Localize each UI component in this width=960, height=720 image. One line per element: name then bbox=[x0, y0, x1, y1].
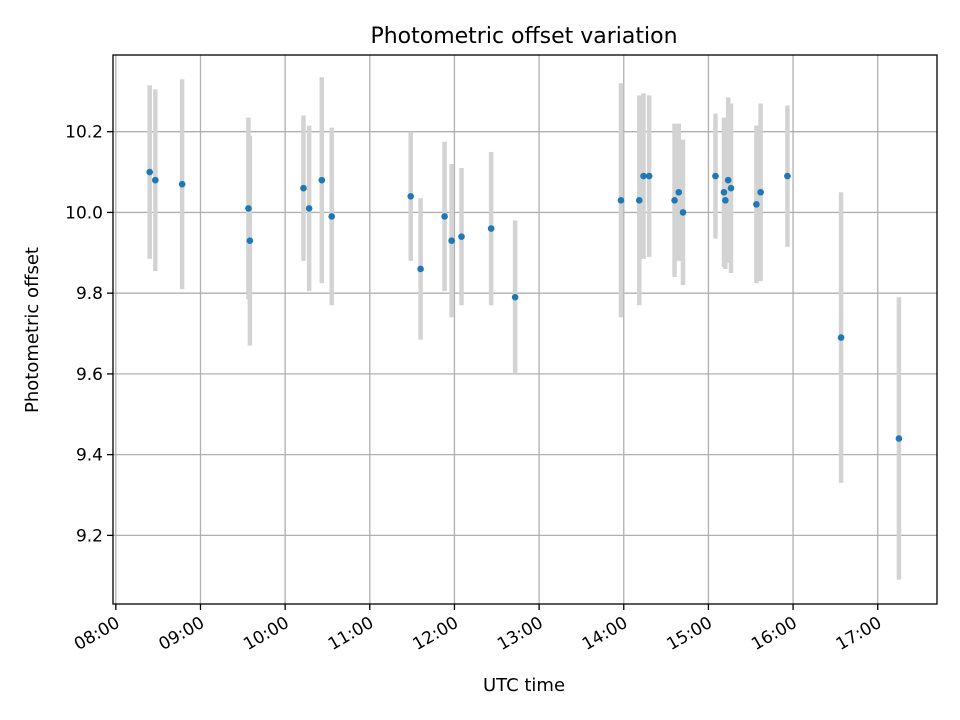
data-point bbox=[679, 209, 687, 216]
data-point bbox=[757, 188, 764, 196]
data-point bbox=[441, 213, 448, 220]
data-point bbox=[617, 197, 625, 204]
x-tick-label: 10:00 bbox=[240, 613, 292, 655]
y-tick-label: 10.2 bbox=[65, 123, 103, 143]
data-point bbox=[417, 265, 424, 273]
data-point bbox=[720, 188, 728, 196]
x-tick-label: 17:00 bbox=[833, 613, 885, 655]
data-point bbox=[784, 172, 791, 180]
x-tick-label: 13:00 bbox=[494, 613, 546, 655]
y-tick-label: 9.8 bbox=[76, 284, 103, 304]
x-tick-label: 15:00 bbox=[663, 613, 715, 655]
x-tick-label: 08:00 bbox=[71, 613, 123, 655]
chart-title: Photometric offset variation bbox=[370, 24, 677, 49]
data-point bbox=[328, 213, 335, 220]
data-point bbox=[152, 176, 159, 184]
data-point bbox=[511, 293, 519, 301]
data-point bbox=[635, 197, 643, 204]
y-axis-ticks: 9.2 9.4 9.6 9.8 10.0 10.2 bbox=[65, 123, 113, 546]
data-point bbox=[487, 225, 495, 232]
data-point bbox=[837, 334, 845, 341]
data-point bbox=[305, 205, 313, 212]
x-tick-label: 14:00 bbox=[579, 613, 631, 655]
x-axis-label: UTC time bbox=[483, 675, 565, 696]
data-point bbox=[675, 188, 683, 196]
data-point bbox=[645, 172, 653, 180]
y-tick-label: 9.2 bbox=[76, 526, 103, 546]
data-point bbox=[146, 168, 153, 176]
error-bars bbox=[147, 77, 902, 580]
data-point bbox=[458, 233, 465, 240]
y-axis-label: Photometric offset bbox=[22, 247, 43, 413]
y-tick-label: 9.6 bbox=[76, 365, 103, 385]
data-point bbox=[671, 197, 678, 204]
y-tick-label: 10.0 bbox=[65, 203, 103, 223]
data-point bbox=[640, 172, 647, 180]
data-point bbox=[300, 184, 307, 192]
data-point bbox=[724, 176, 732, 184]
data-point bbox=[448, 237, 455, 244]
y-tick-label: 9.4 bbox=[76, 446, 103, 466]
x-tick-label: 16:00 bbox=[748, 613, 800, 655]
x-tick-label: 09:00 bbox=[156, 613, 208, 655]
data-point bbox=[178, 180, 186, 188]
data-point bbox=[712, 172, 719, 180]
data-point bbox=[245, 205, 252, 212]
data-point bbox=[895, 435, 903, 442]
x-axis-ticks: 08:00 09:00 10:00 11:00 12:00 13:00 14:00 15:00… bbox=[71, 604, 885, 655]
data-point bbox=[246, 237, 254, 244]
data-points bbox=[146, 168, 903, 442]
data-point bbox=[753, 201, 760, 208]
data-point bbox=[407, 192, 415, 200]
data-point bbox=[318, 176, 326, 184]
x-tick-label: 11:00 bbox=[325, 613, 377, 655]
plot-frame bbox=[112, 54, 938, 605]
data-point bbox=[727, 184, 735, 192]
grid bbox=[113, 55, 937, 604]
data-point bbox=[722, 197, 729, 204]
x-tick-label: 12:00 bbox=[410, 613, 462, 655]
